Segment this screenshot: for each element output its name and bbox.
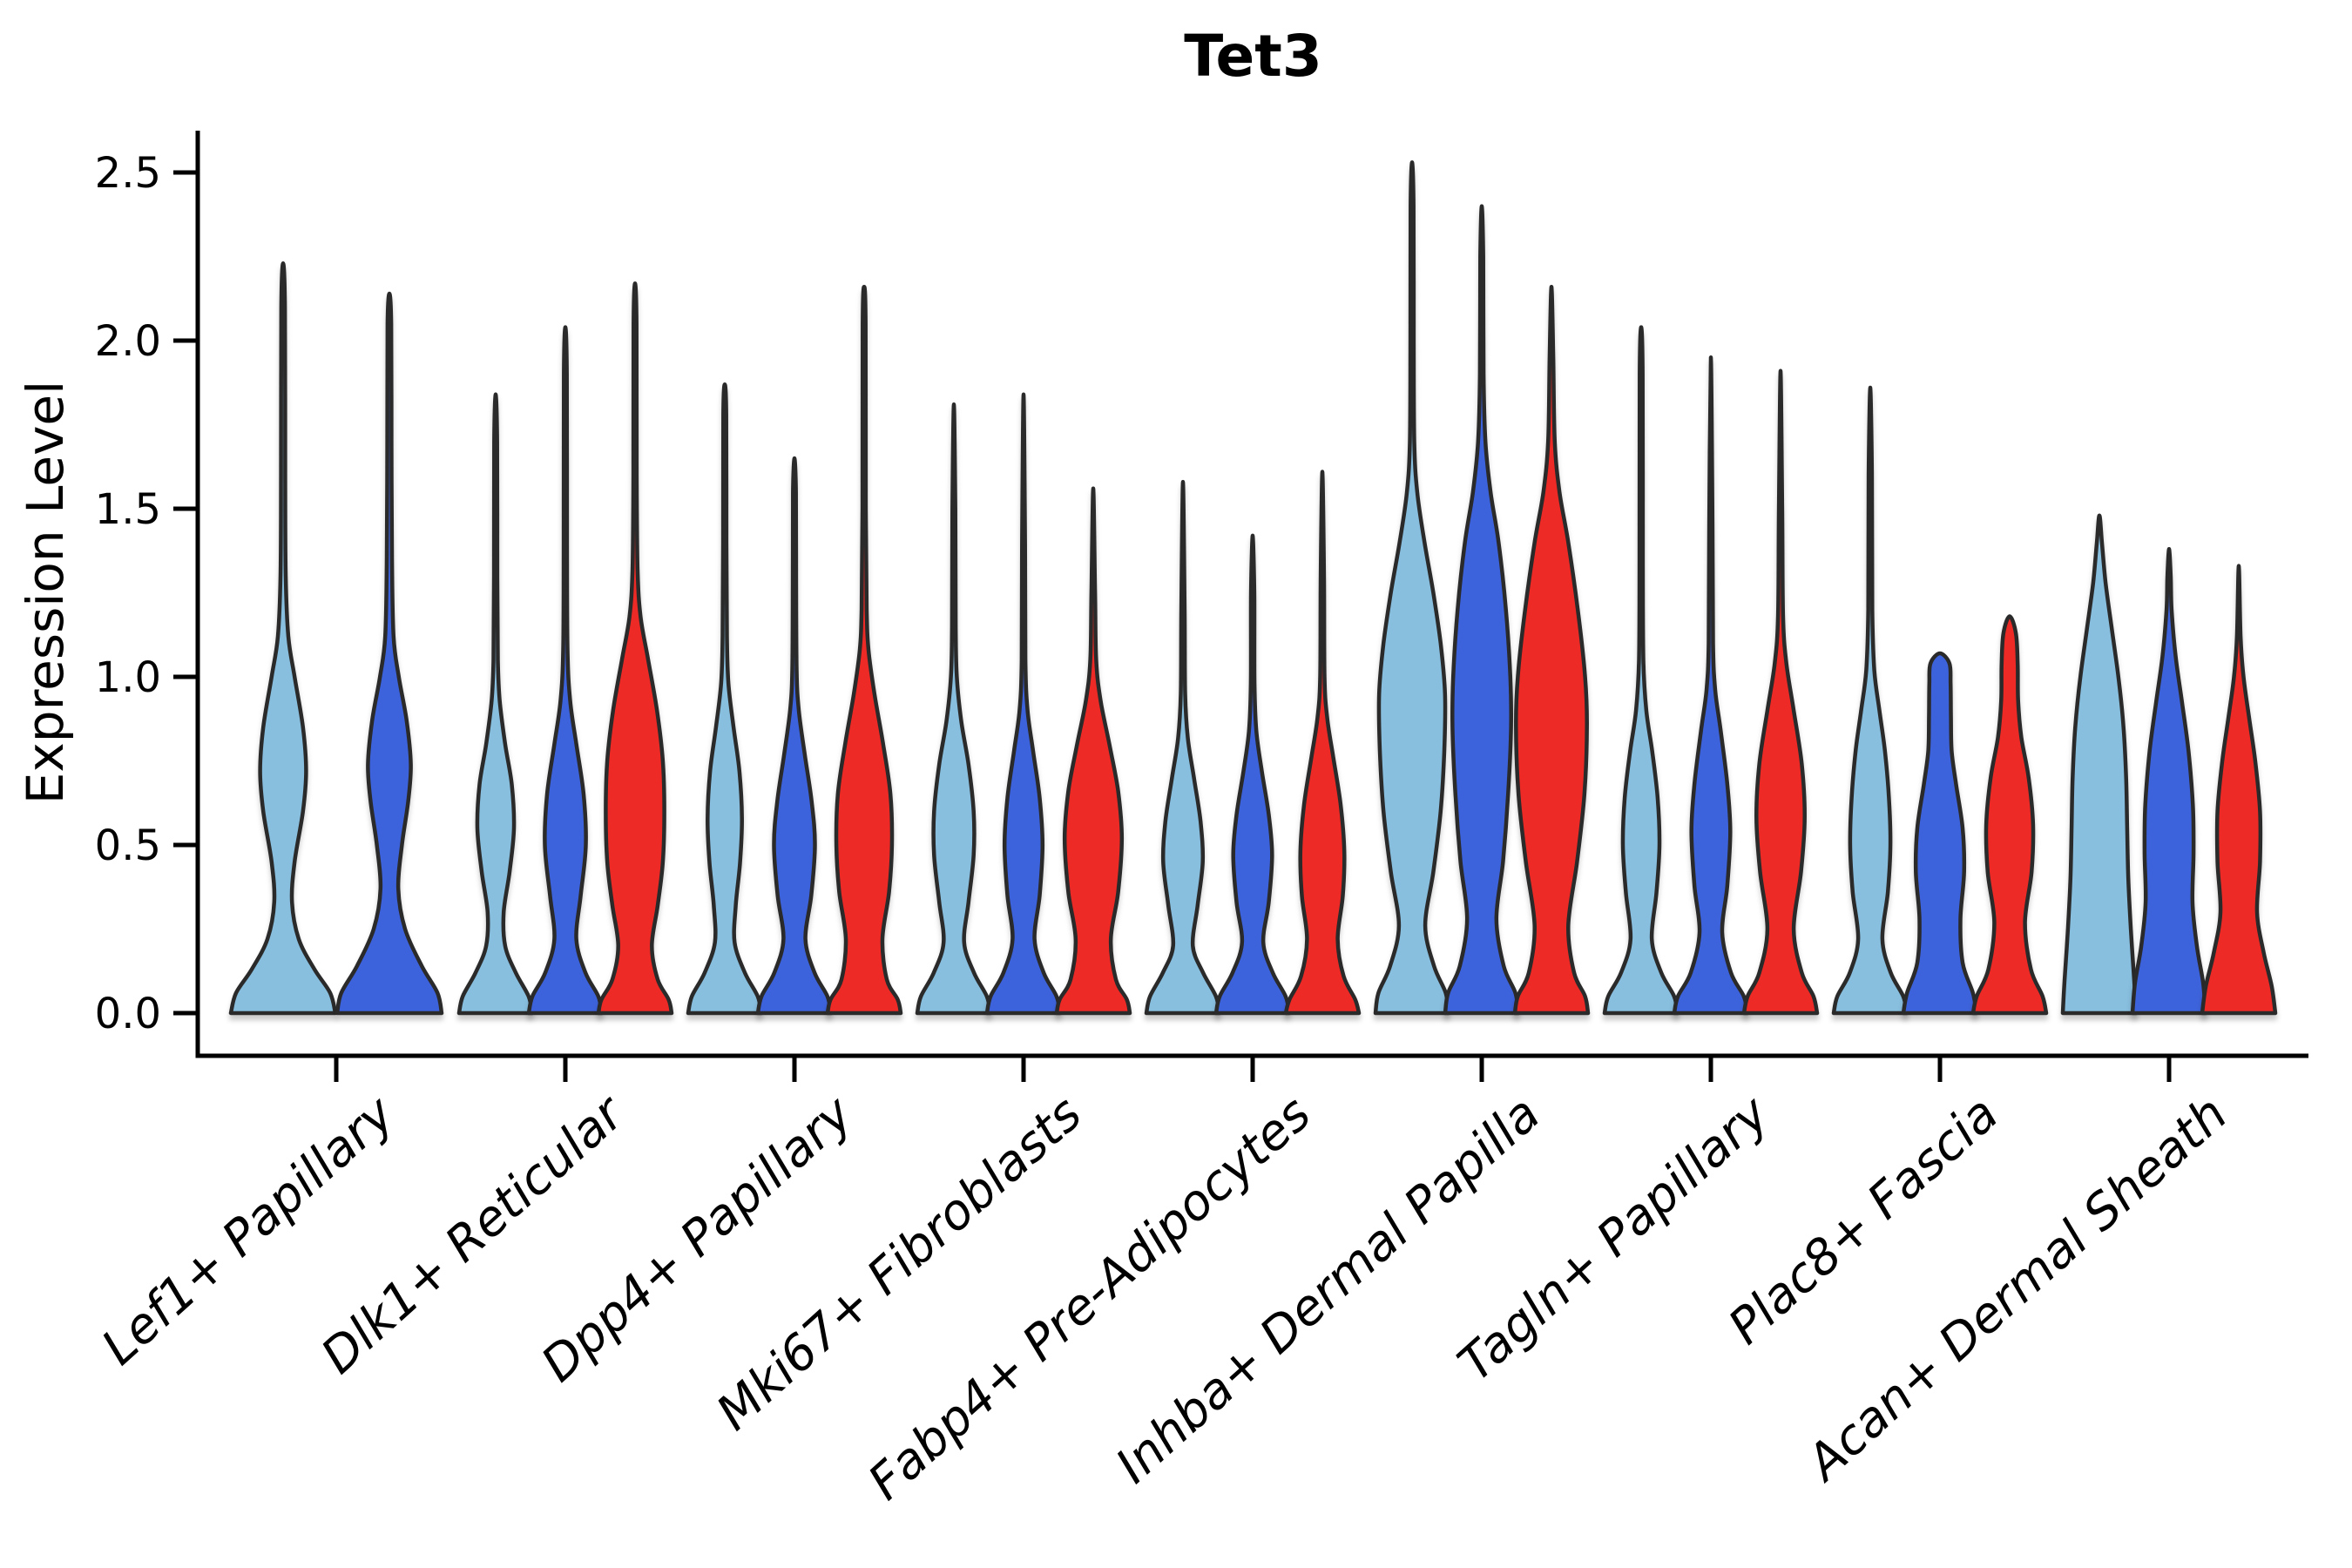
violin-light-blue-violin	[1831, 385, 1909, 1016]
violin-royal-blue-violin	[1213, 533, 1292, 1016]
violin-red-violin	[1054, 486, 1132, 1016]
violin-royal-blue-violin	[1672, 355, 1750, 1016]
y-tick-label: 1.0	[95, 653, 161, 702]
violin-royal-blue-violin	[335, 291, 444, 1016]
violin-light-blue-violin	[456, 392, 535, 1016]
violin-red-violin	[1741, 368, 1820, 1016]
violin-red-violin	[1283, 470, 1362, 1016]
violin-royal-blue-violin	[2130, 547, 2208, 1016]
x-category-label: Acan+ Dermal Sheath	[1794, 1085, 2238, 1493]
violin-royal-blue-violin	[526, 325, 605, 1016]
violin-light-blue-violin	[1144, 479, 1222, 1016]
violin-light-blue-violin	[2060, 513, 2139, 1016]
violin-light-blue-violin	[686, 382, 764, 1016]
y-tick-label: 0.0	[95, 990, 161, 1038]
violin-red-violin	[825, 284, 903, 1016]
x-category-label: Mki67+ Fibroblasts	[706, 1085, 1093, 1442]
violin-red-violin	[596, 281, 674, 1016]
chart-title: Tet3	[1184, 23, 1322, 90]
violins-layer	[228, 160, 2278, 1016]
violin-red-violin	[1970, 614, 2049, 1016]
violin-royal-blue-violin	[755, 456, 834, 1016]
violin-light-blue-violin	[1602, 325, 1680, 1016]
violin-red-violin	[1512, 284, 1591, 1016]
violin-light-blue-violin	[1373, 160, 1451, 1016]
y-tick-label: 0.5	[95, 821, 161, 870]
y-tick-label: 2.0	[95, 317, 161, 366]
violin-light-blue-violin	[228, 260, 338, 1016]
x-category-label: Fabp4+ Pre-Adipocytes	[858, 1085, 1322, 1511]
violin-royal-blue-violin	[1443, 204, 1521, 1016]
violin-light-blue-violin	[915, 402, 993, 1016]
violin-royal-blue-violin	[1901, 651, 1979, 1016]
y-tick-label: 1.5	[95, 485, 161, 534]
violin-royal-blue-violin	[984, 392, 1063, 1016]
x-category-label: Inhba+ Dermal Papilla	[1105, 1085, 1551, 1495]
violin-red-violin	[2200, 564, 2278, 1016]
y-tick-label: 2.5	[95, 149, 161, 198]
